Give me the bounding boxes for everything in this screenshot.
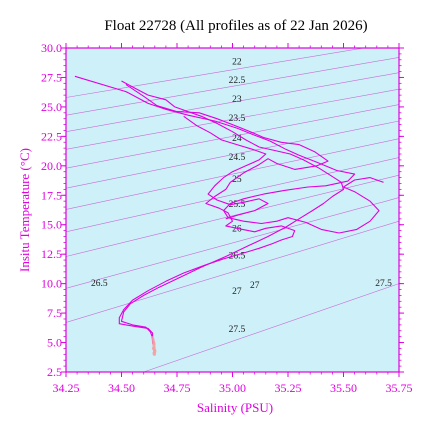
density-contour-label: 25.5	[229, 200, 246, 210]
density-contour-label: 27.5	[375, 279, 392, 289]
x-tick-label: 35.00	[219, 381, 246, 395]
density-contour-line	[143, 283, 399, 372]
density-contour-labels: 22 22.5 23 23.5 24 24.5 25 25.5 26 26.5 26.5 27 27 27…	[91, 57, 392, 335]
density-contour-label: 22	[232, 57, 242, 67]
profile-line	[183, 115, 269, 220]
y-tick-label: 25.0	[41, 100, 62, 114]
chart-title: Float 22728 (All profiles as of 22 Jan 2…	[104, 18, 367, 34]
x-tick-label: 34.25	[53, 381, 80, 395]
density-contour-line	[66, 220, 399, 323]
density-contour-label: 25	[232, 175, 242, 185]
density-contour-label: 24.5	[229, 153, 246, 163]
x-tick-label: 35.75	[386, 381, 413, 395]
density-contour-line	[66, 104, 399, 169]
density-contour-label: 26.5	[91, 279, 108, 289]
y-tick-label: 22.5	[41, 129, 62, 143]
deep-data-point	[151, 336, 155, 340]
density-contour-label: 26.5	[229, 252, 246, 262]
profile-lines	[74, 75, 384, 346]
y-tick-label: 27.5	[41, 70, 62, 84]
deep-data-point	[152, 351, 156, 355]
deep-points	[151, 336, 157, 356]
density-contour-line	[66, 48, 366, 98]
density-contour-line	[66, 88, 399, 150]
density-contour-line	[66, 72, 399, 132]
y-tick-label: 15.0	[41, 218, 62, 232]
y-tick-label: 20.0	[41, 159, 62, 173]
y-axis-label: Insitu Temperature (°C)	[17, 148, 32, 272]
x-tick-label: 34.50	[108, 381, 135, 395]
deep-data-point	[152, 342, 156, 346]
y-tick-label: 17.5	[41, 188, 62, 202]
density-contour-label: 23.5	[229, 114, 246, 124]
y-tick-label: 10.0	[41, 277, 62, 291]
y-tick-label: 7.5	[47, 306, 62, 320]
density-contour-label: 27	[250, 281, 260, 291]
density-contour-label: 24	[232, 134, 242, 144]
density-contour-label: 26	[232, 225, 242, 235]
y-tick-label: 12.5	[41, 247, 62, 261]
density-contour-line	[66, 57, 399, 116]
density-contour-label: 23	[232, 95, 242, 105]
x-axis-label: Salinity (PSU)	[197, 400, 273, 415]
density-contour-label: 27.5	[229, 325, 246, 335]
density-contour-line	[66, 138, 399, 210]
deep-data-point	[151, 346, 156, 350]
profile-line	[118, 84, 329, 346]
profile-line	[120, 80, 345, 344]
y-tick-label: 2.5	[47, 365, 62, 379]
x-tick-label: 34.75	[164, 381, 191, 395]
x-axis-ticks: 34.25 34.50 34.75 35.00 35.25 35.50 35.75	[53, 43, 413, 395]
density-contour-label: 22.5	[229, 76, 246, 86]
density-contours	[66, 48, 399, 372]
x-tick-label: 35.25	[275, 381, 302, 395]
y-axis-ticks: 2.5 5.0 7.5 10.0 12.5 15.0 17.5 20.0 22.5 25.0 27.…	[41, 41, 404, 379]
y-tick-label: 5.0	[47, 336, 62, 350]
density-contour-line	[66, 120, 399, 189]
profile-line	[74, 75, 384, 234]
x-tick-label: 35.50	[330, 381, 357, 395]
density-contour-label: 27	[232, 287, 242, 297]
y-tick-label: 30.0	[41, 41, 62, 55]
density-contour-line	[66, 157, 399, 233]
density-contour-line	[66, 197, 399, 289]
